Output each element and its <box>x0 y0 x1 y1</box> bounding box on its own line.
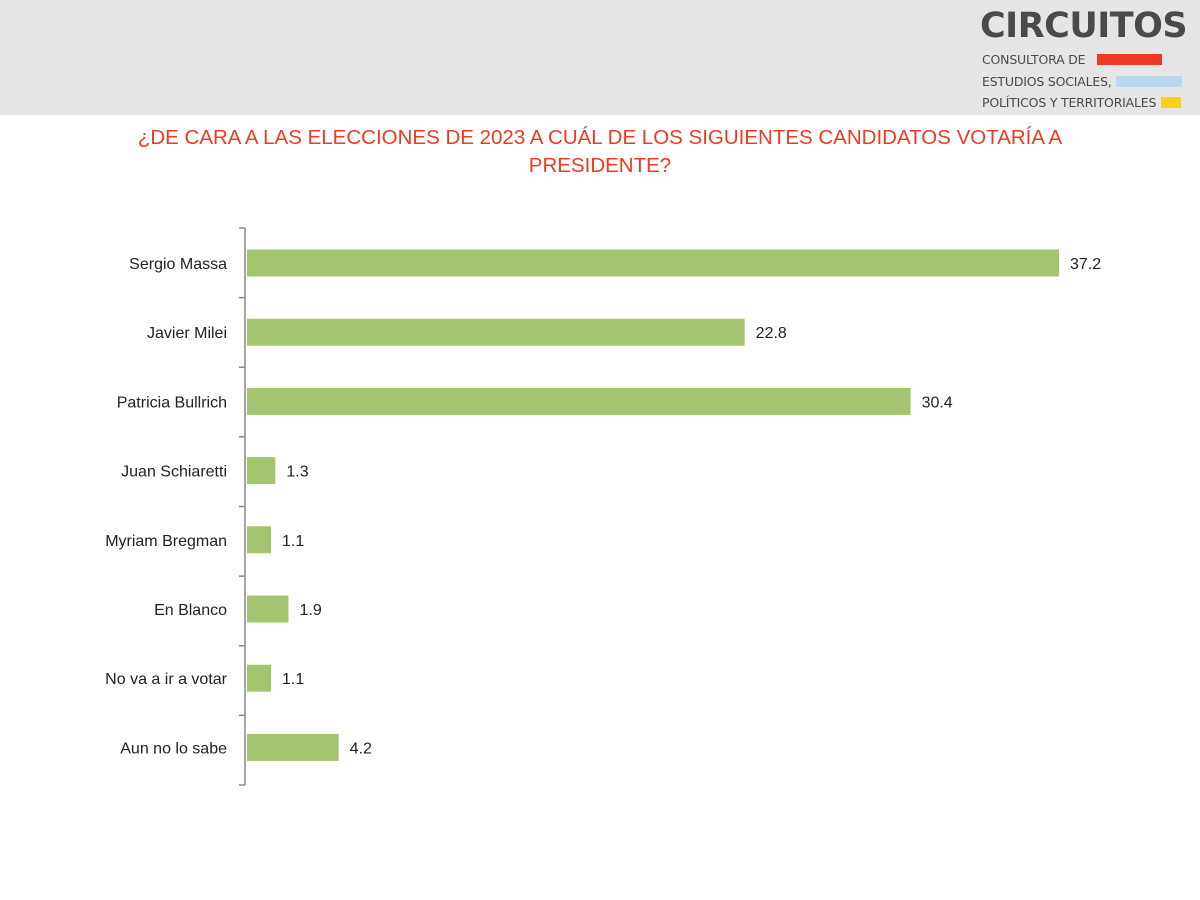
value-label: 1.1 <box>282 671 304 688</box>
logo-line-2: ESTUDIOS SOCIALES, <box>982 74 1112 89</box>
value-label: 22.8 <box>756 325 787 342</box>
bar <box>247 249 1059 277</box>
logo-name: CIRCUITOS <box>980 6 1188 46</box>
logo-blue-bar <box>1116 76 1182 87</box>
circuitos-logo: CIRCUITOS CONSULTORA DE ESTUDIOS SOCIALE… <box>980 6 1190 110</box>
category-label: Sergio Massa <box>129 256 227 273</box>
value-labels: 37.2 22.8 30.4 1.3 1.1 1.9 1.1 4.2 <box>282 256 1101 757</box>
axis-ticks <box>239 227 245 786</box>
category-label: Myriam Bregman <box>105 533 227 550</box>
chart-title: ¿DE CARA A LAS ELECCIONES DE 2023 A CUÁL… <box>137 126 1063 177</box>
bar <box>247 595 289 623</box>
value-label: 37.2 <box>1070 256 1101 273</box>
value-label: 1.3 <box>286 464 308 481</box>
value-label: 1.1 <box>282 533 304 550</box>
value-label: 30.4 <box>922 394 953 411</box>
bar <box>247 526 272 554</box>
logo-yellow-bar <box>1161 97 1181 108</box>
category-label: No va a ir a votar <box>105 671 228 688</box>
category-label: Aun no lo sabe <box>120 740 227 757</box>
logo-red-bar <box>1097 54 1162 65</box>
bar <box>247 733 339 761</box>
category-label: Javier Milei <box>147 325 227 342</box>
category-labels: Sergio Massa Javier Milei Patricia Bullric… <box>105 256 228 757</box>
bar <box>247 387 911 415</box>
bars <box>247 249 1059 761</box>
header-band <box>0 0 1200 115</box>
bar <box>247 664 272 692</box>
value-label: 4.2 <box>350 740 372 757</box>
category-label: Juan Schiaretti <box>121 464 227 481</box>
bar <box>247 457 276 485</box>
bar <box>247 318 745 346</box>
value-label: 1.9 <box>299 602 321 619</box>
category-label: En Blanco <box>154 602 227 619</box>
logo-line-3: POLÍTICOS Y TERRITORIALES <box>982 95 1157 110</box>
category-label: Patricia Bullrich <box>117 394 227 411</box>
logo-line-1: CONSULTORA DE <box>982 52 1086 67</box>
